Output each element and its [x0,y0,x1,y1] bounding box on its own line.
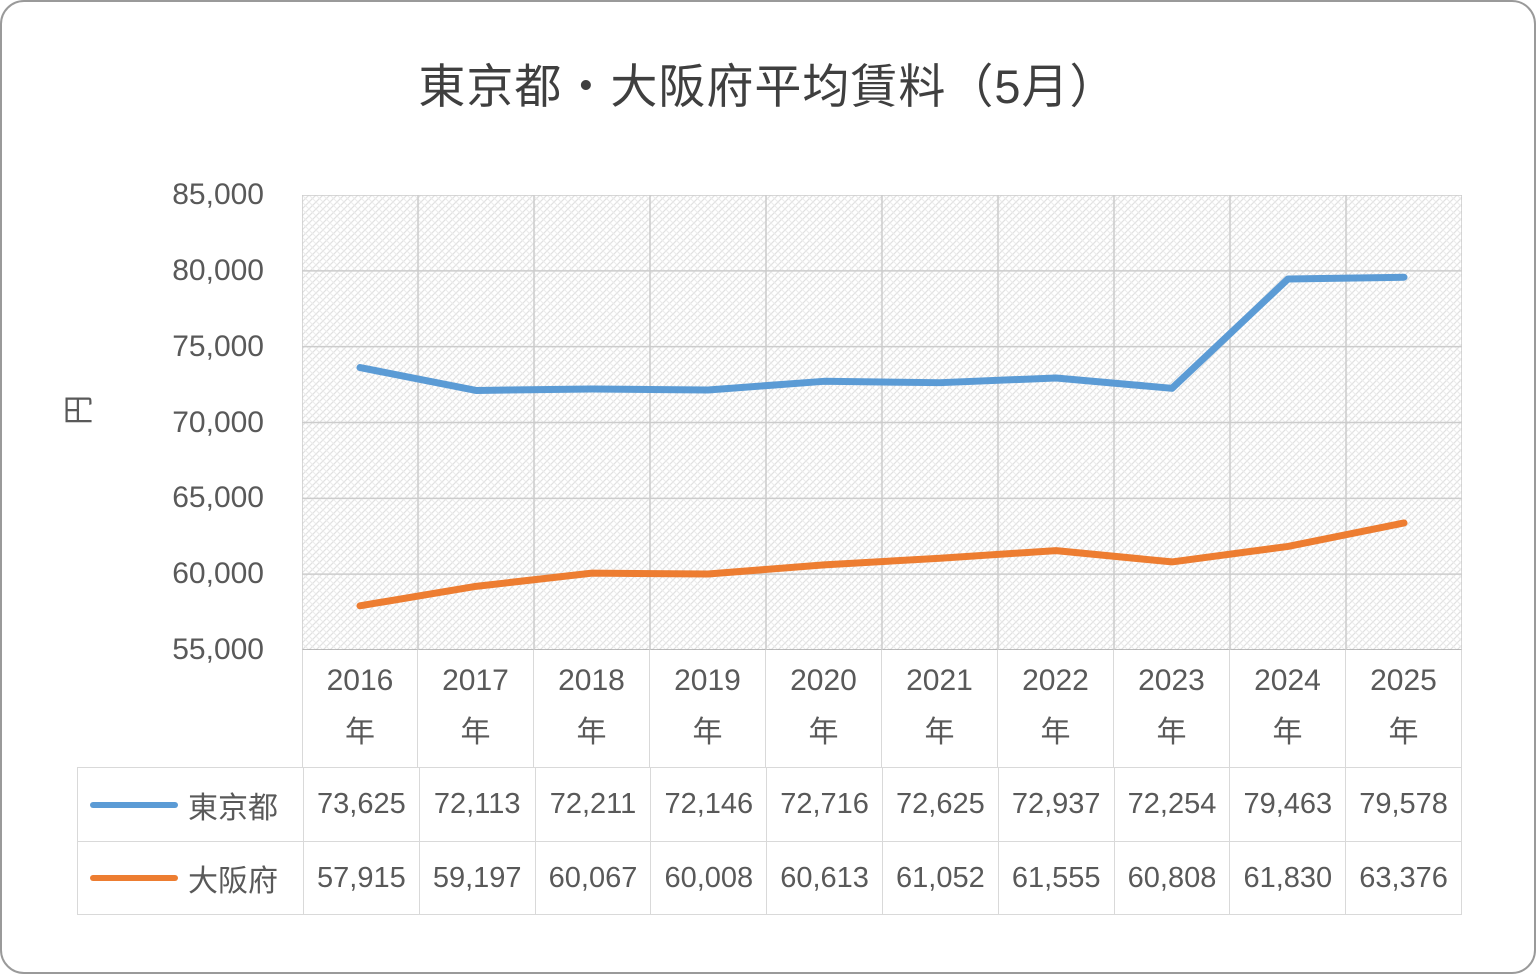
x-category-label: 2018 年 [534,650,650,767]
x-category-suffix: 年 [576,715,607,749]
table-value: 72,254 [1113,768,1230,841]
table-value: 60,008 [650,841,767,914]
y-tick-label: 55,000 [172,633,264,666]
chart-title: 東京都・大阪府平均賃料（5月） [418,60,1118,113]
table-value: 57,915 [303,841,419,914]
table-value: 61,830 [1229,841,1346,914]
legend-line-swatch [90,801,178,808]
x-category-label: 2025 年 [1346,650,1462,767]
y-tick-label: 85,000 [172,178,264,211]
x-category-year: 2022 [1022,664,1089,698]
table-value: 72,716 [766,768,882,841]
y-tick-label: 60,000 [172,557,264,591]
x-category-label: 2024 年 [1230,650,1346,767]
table-value: 60,808 [1113,841,1230,914]
x-category-year: 2019 [674,664,741,698]
table-value: 60,067 [534,841,651,914]
legend-line-swatch [90,875,178,881]
legend-item: 大阪府 [78,841,303,914]
x-category-label: 2016 年 [302,650,418,767]
table-value: 72,113 [418,768,535,841]
legend-item: 東京都 [78,768,303,841]
x-category-year: 2020 [790,664,857,698]
x-category-year: 2018 [558,664,625,698]
y-tick-label: 75,000 [172,329,264,363]
x-category-suffix: 年 [1040,715,1071,749]
data-table: 東京都 73,625 72,113 72,211 72,146 72,716 72,625 7… [77,767,1462,915]
y-tick-label: 80,000 [172,253,264,287]
x-category-year: 2024 [1254,664,1321,698]
table-value: 72,211 [534,768,651,841]
x-category-year: 2017 [442,664,509,698]
x-category-year: 2016 [326,664,394,698]
x-category-suffix: 年 [924,715,955,749]
x-category-suffix: 年 [460,715,491,749]
table-value: 60,613 [766,841,882,914]
table-value: 79,578 [1345,768,1461,841]
table-value: 73,625 [303,768,419,841]
x-category-suffix: 年 [1272,715,1303,749]
series-line-東京都 [356,273,1408,394]
y-tick-label: 70,000 [172,405,264,439]
x-category-label: 2019 年 [650,650,766,767]
table-value: 79,463 [1229,768,1345,841]
x-category-suffix: 年 [692,715,723,749]
table-value: 59,197 [418,841,535,914]
x-category-suffix: 年 [1388,715,1419,749]
table-value: 63,376 [1345,841,1461,914]
series-line-大阪府 [356,519,1408,610]
x-category-suffix: 年 [1156,715,1187,749]
table-value: 72,146 [650,768,766,841]
legend-label: 東京都 [188,791,278,825]
table-value: 72,625 [882,768,998,841]
x-category-label: 2023 年 [1114,650,1230,767]
legend-label: 大阪府 [188,865,278,898]
x-category-label: 2020 年 [766,650,882,767]
table-value: 61,555 [997,841,1114,914]
x-category-year: 2025 [1370,664,1437,698]
x-category-label: 2022 年 [998,650,1114,767]
x-axis-labels: 2016 年 2017 年 2018 年 2019 年 2020 年 2021 年 2022 年 2023 年… [302,650,1462,767]
x-category-label: 2017 年 [418,650,534,767]
plot-area [302,195,1462,650]
x-category-label: 2021 年 [882,650,998,767]
x-category-suffix: 年 [345,715,375,749]
y-axis-tick-labels: 85,000 80,000 75,000 70,000 65,000 60,000 55,0… [2,2,264,972]
x-category-year: 2023 [1138,664,1205,698]
table-value: 72,937 [997,768,1114,841]
y-tick-label: 65,000 [172,481,264,515]
x-category-suffix: 年 [808,715,839,749]
table-value: 61,052 [882,841,998,914]
x-category-year: 2021 [906,664,973,698]
